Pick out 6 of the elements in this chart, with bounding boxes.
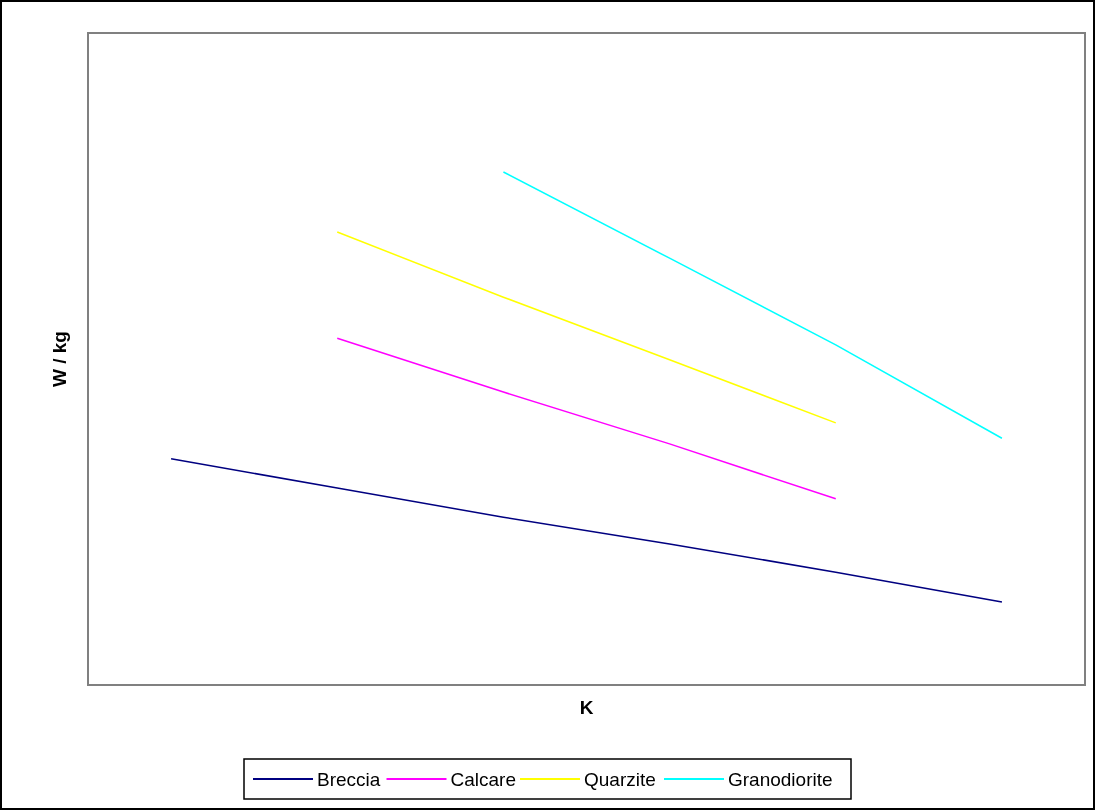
y-axis-title: W / kg (49, 331, 70, 387)
legend-label: Quarzite (584, 769, 656, 790)
legend-label: Calcare (450, 769, 516, 790)
x-axis-title: K (579, 697, 594, 718)
legend-label: Breccia (317, 769, 381, 790)
legend-label: Granodiorite (728, 769, 833, 790)
